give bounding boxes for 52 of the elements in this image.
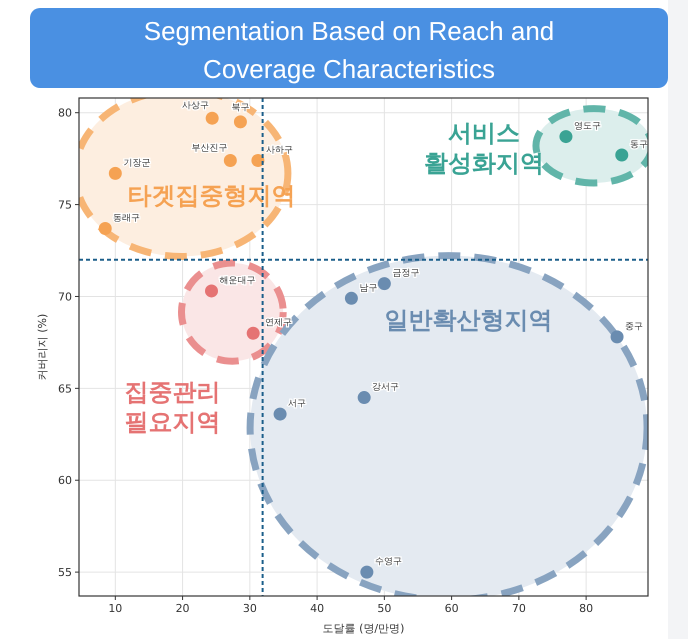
x-tick-label: 20 [176, 602, 190, 615]
x-tick-label: 60 [444, 602, 459, 615]
annotation: 금정구 [392, 268, 420, 279]
y-tick-label: 60 [58, 474, 72, 488]
y-tick-label: 70 [58, 290, 72, 304]
annotation: 사상구 [182, 101, 210, 112]
x-tick-label: 10 [108, 602, 122, 615]
y-axis-title: 커버리지 (%) [36, 314, 49, 380]
point [98, 222, 112, 235]
annotation: 중구 [625, 322, 644, 332]
series-label: 일반확산형지역 [384, 306, 553, 334]
annotation: 해운대구 [220, 276, 256, 286]
point [224, 154, 237, 167]
x-tick-label: 80 [579, 602, 594, 615]
x-axis-title: 도달률 (명/만명) [322, 622, 404, 635]
point [610, 330, 624, 344]
annotation: 부산진구 [191, 143, 228, 154]
point [205, 284, 218, 298]
y-tick-label: 80 [58, 106, 72, 120]
point [251, 154, 264, 167]
point [559, 130, 572, 144]
y-tick-label: 75 [58, 198, 72, 212]
annotation: 수영구 [374, 557, 402, 568]
annotation: 동구 [630, 140, 648, 150]
x-tick-label: 40 [310, 602, 324, 615]
chart-title: Segmentation Based on Reach and Coverage Characteristics [144, 16, 554, 84]
annotation: 동래구 [113, 213, 140, 224]
y-tick-label: 55 [58, 566, 72, 580]
point [344, 292, 358, 305]
annotation: 영도구 [574, 122, 601, 132]
point [206, 112, 219, 125]
point [378, 277, 391, 290]
series-label: 서비스 활성화지역 [424, 118, 544, 177]
text: 집중관리 필요지역 [124, 378, 220, 436]
x-tick-label: 70 [512, 602, 526, 615]
point [234, 115, 247, 128]
series-label: 타겟집중형지역 [128, 181, 296, 210]
annotation: 사하구 [266, 145, 293, 156]
point [358, 391, 371, 404]
annotation: 남구 [359, 283, 378, 294]
point [360, 566, 374, 579]
y-tick-label: 65 [58, 382, 72, 396]
annotation: 강서구 [372, 382, 400, 393]
point [274, 408, 287, 421]
annotation: 서구 [288, 399, 306, 410]
x-tick-label: 50 [377, 602, 392, 615]
point [246, 326, 260, 340]
point [615, 148, 628, 162]
point [108, 166, 122, 180]
x-tick-label: 30 [242, 602, 257, 615]
annotation: 북구 [231, 102, 250, 113]
annotation: 기장군 [123, 158, 150, 168]
